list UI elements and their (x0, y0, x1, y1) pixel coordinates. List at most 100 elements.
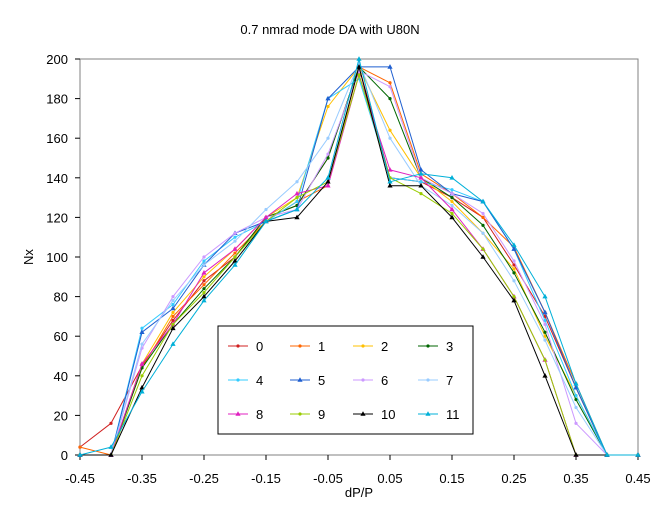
data-point (233, 255, 237, 259)
data-point (481, 211, 485, 216)
y-tick-label: 100 (46, 250, 68, 265)
data-point (511, 297, 517, 303)
data-point (108, 452, 114, 457)
data-point (542, 373, 548, 378)
data-point (77, 452, 83, 457)
data-point (388, 136, 392, 140)
chart-title: 0.7 nmrad mode DA with U80N (240, 22, 419, 37)
data-point (574, 405, 578, 410)
legend-label: 8 (256, 407, 263, 422)
data-point (356, 56, 362, 61)
data-point (326, 104, 330, 109)
series-11 (77, 56, 641, 457)
data-point (419, 192, 423, 196)
data-point (202, 263, 206, 267)
data-point (171, 298, 175, 303)
data-point (326, 156, 330, 160)
legend-entry-10: 10 (353, 407, 395, 422)
data-point (418, 171, 424, 176)
data-point (325, 175, 331, 180)
data-point (170, 325, 176, 331)
data-point (543, 330, 547, 334)
data-point (635, 452, 641, 457)
data-point (170, 305, 176, 311)
x-tick-label: -0.25 (189, 471, 219, 486)
legend-entry-11: 11 (418, 407, 460, 422)
data-point (512, 263, 516, 267)
legend-label: 0 (256, 339, 263, 354)
data-point (450, 199, 454, 204)
data-point (512, 259, 516, 263)
data-point (325, 182, 331, 188)
legend-swatch-marker (236, 378, 240, 382)
x-axis-label: dP/P (345, 485, 373, 500)
data-point (450, 211, 454, 216)
data-point (418, 182, 424, 188)
x-axis: -0.45 -0.35 -0.25 -0.15 -0.05 0.05 0.15 0.25 0.3… (65, 455, 651, 486)
data-point (387, 167, 393, 172)
data-point (574, 394, 578, 398)
data-point (295, 180, 299, 184)
data-point (263, 218, 269, 224)
data-point (264, 207, 268, 212)
series-layer (77, 56, 641, 457)
data-point (232, 262, 238, 267)
legend-label: 5 (318, 373, 325, 388)
data-point (388, 85, 392, 89)
data-point (481, 223, 485, 227)
data-point (171, 310, 175, 315)
y-tick-label: 120 (46, 210, 68, 225)
data-point (511, 246, 517, 251)
data-point (201, 293, 207, 299)
data-point (78, 445, 82, 449)
data-point (543, 334, 547, 338)
data-point (295, 199, 299, 204)
data-point (512, 267, 516, 271)
data-point (449, 214, 455, 220)
legend-swatch-marker (361, 378, 365, 382)
legend-swatch-marker (297, 377, 303, 382)
data-point (325, 95, 331, 101)
legend-label: 10 (381, 407, 395, 422)
data-point (511, 242, 517, 247)
data-point (418, 175, 424, 180)
legend-swatch-marker (298, 344, 302, 348)
data-point (480, 198, 486, 204)
data-point (202, 259, 206, 263)
data-point (542, 293, 548, 299)
data-point (294, 206, 300, 212)
data-point (232, 246, 238, 251)
data-point (450, 196, 454, 200)
x-tick-label: 0.45 (625, 471, 650, 486)
data-point (201, 270, 207, 275)
data-point (171, 318, 175, 322)
legend-swatch-marker (426, 378, 430, 382)
data-point (388, 97, 392, 101)
data-point (171, 322, 175, 326)
x-tick-label: 0.05 (377, 471, 402, 486)
data-point (542, 309, 548, 315)
y-tick-label: 200 (46, 52, 68, 67)
legend-label: 3 (446, 339, 453, 354)
legend-swatch-marker (361, 344, 365, 348)
data-point (202, 255, 206, 259)
data-point (139, 329, 145, 335)
data-point (326, 152, 330, 156)
y-tick-label: 40 (54, 369, 68, 384)
y-tick-label: 0 (61, 448, 68, 463)
data-point (449, 175, 455, 180)
y-tick-label: 60 (54, 329, 68, 344)
data-point (387, 182, 393, 188)
legend-label: 6 (381, 373, 388, 388)
y-axis: 0 20 40 60 80 100 120 140 160 180 200 (46, 52, 80, 463)
data-point (356, 64, 362, 69)
data-point (543, 338, 547, 342)
x-tick-label: -0.15 (251, 471, 281, 486)
data-point (512, 279, 516, 283)
data-point (325, 178, 331, 184)
data-point (201, 297, 207, 303)
data-point (326, 136, 330, 140)
data-point (543, 358, 547, 362)
legend-swatch-marker (298, 412, 302, 416)
